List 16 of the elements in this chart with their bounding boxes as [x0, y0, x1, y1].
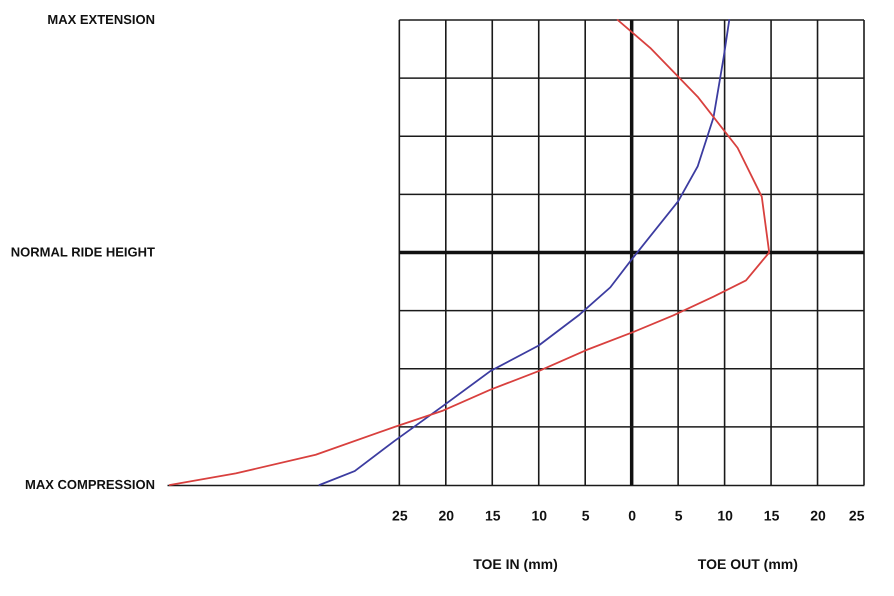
x-tick-label: 15 — [484, 508, 501, 524]
text: NORMAL RIDE HEIGHT — [10, 244, 156, 260]
text: MAX EXTENSION — [47, 12, 155, 27]
x-tick-label: 25 — [392, 508, 408, 524]
x-tick-label: 15 — [764, 508, 780, 524]
text: MAX COMPRESSION — [24, 477, 155, 492]
x-tick-label: 20 — [810, 508, 826, 524]
x-tick-label: 10 — [531, 508, 548, 524]
x-tick-label: 20 — [438, 508, 454, 524]
x-tick-label: 5 — [674, 508, 683, 524]
text: TOE IN (mm) — [473, 556, 558, 572]
x-tick-label: 25 — [848, 508, 865, 524]
text: TOE OUT (mm) — [698, 556, 798, 572]
x-tick-label: 0 — [628, 508, 636, 524]
x-tick-label: 5 — [582, 508, 590, 524]
x-tick-label: 10 — [717, 508, 734, 524]
